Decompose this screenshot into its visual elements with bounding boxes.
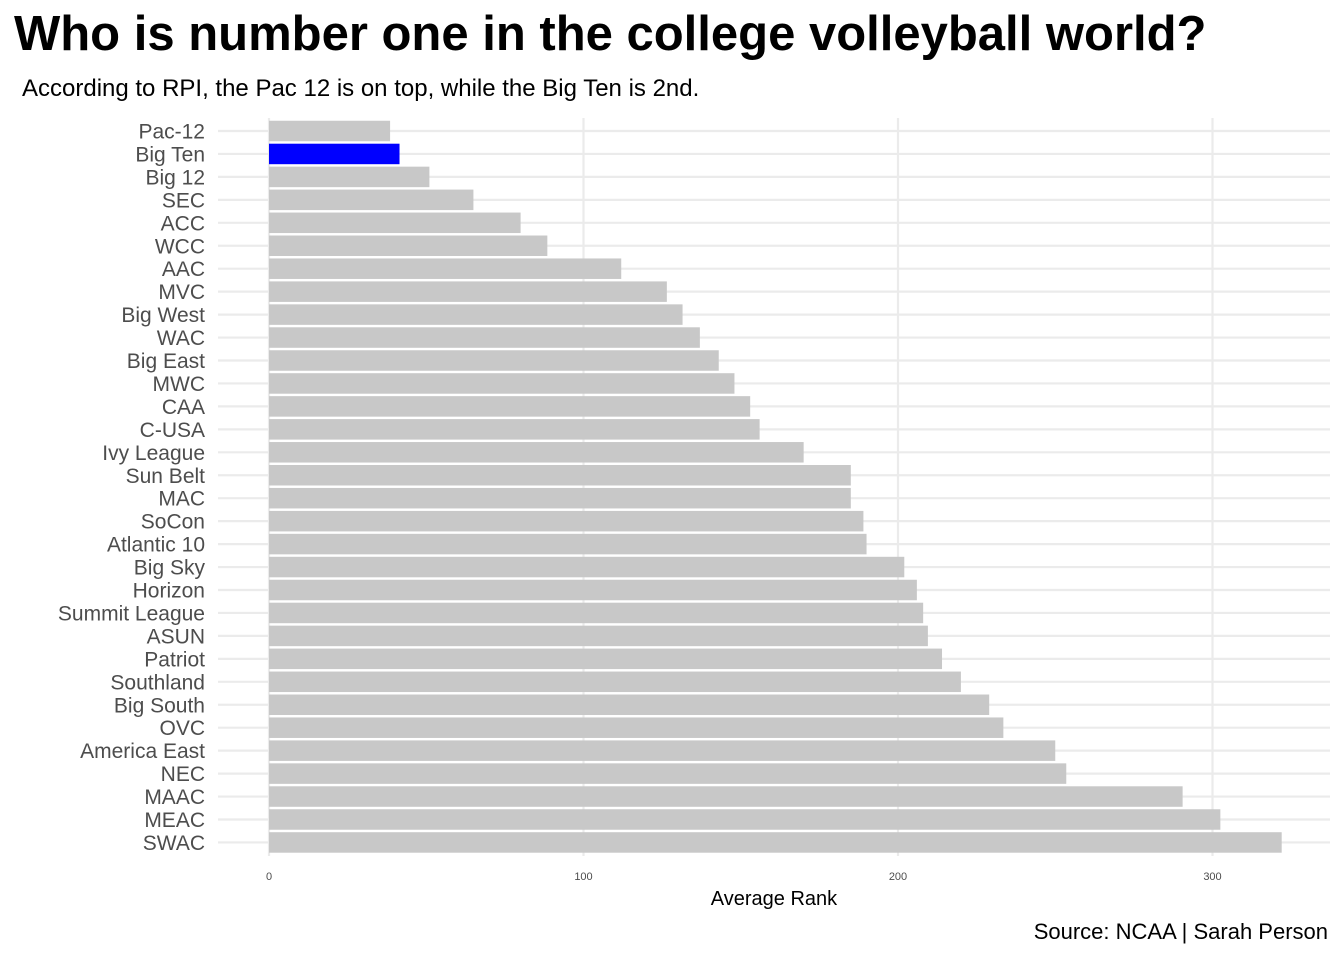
- category-label: CAA: [162, 396, 205, 419]
- category-label: Patriot: [144, 648, 205, 671]
- bar-big-south: [269, 694, 990, 715]
- category-label: MVC: [158, 281, 205, 304]
- bar-patriot: [269, 648, 943, 670]
- bar-aac: [269, 258, 622, 279]
- x-tick-label: 200: [889, 871, 907, 883]
- bars: [269, 120, 1282, 853]
- chart-title: Who is number one in the college volleyb…: [14, 7, 1207, 61]
- bar-caa: [269, 396, 751, 417]
- bar-acc: [269, 212, 521, 234]
- category-label: SWAC: [143, 832, 205, 855]
- category-label: Big South: [114, 694, 205, 717]
- category-label: Horizon: [133, 580, 205, 603]
- bar-socon: [269, 510, 864, 532]
- x-tick-label: 100: [574, 871, 592, 883]
- category-label: MAC: [158, 488, 205, 511]
- bar-sec: [269, 189, 474, 211]
- bar-sun-belt: [269, 465, 851, 486]
- bar-mwc: [269, 373, 735, 394]
- bar-horizon: [269, 579, 917, 601]
- x-axis-title: Average Rank: [711, 888, 838, 910]
- category-label: WCC: [155, 235, 205, 258]
- x-tick-label: 0: [266, 871, 272, 883]
- category-label: Big 12: [145, 166, 205, 189]
- bar-ivy-league: [269, 442, 804, 463]
- category-label: NEC: [161, 763, 205, 786]
- bar-mvc: [269, 281, 667, 302]
- bar-america-east: [269, 740, 1056, 761]
- bar-atlantic-10: [269, 533, 867, 555]
- bar-maac: [269, 786, 1183, 807]
- category-label: SoCon: [141, 511, 205, 534]
- category-label: Sun Belt: [126, 465, 206, 488]
- category-label: MAAC: [144, 786, 205, 809]
- bar-big-12: [269, 166, 430, 188]
- bar-nec: [269, 763, 1067, 784]
- category-label: America East: [80, 740, 205, 763]
- bar-big-sky: [269, 556, 905, 578]
- bar-c-usa: [269, 419, 760, 440]
- category-label: ACC: [161, 212, 205, 235]
- bar-summit-league: [269, 602, 924, 624]
- category-label: Ivy League: [102, 442, 205, 465]
- category-label: Southland: [110, 671, 205, 694]
- category-label: SEC: [162, 189, 205, 212]
- category-label: Pac-12: [138, 121, 205, 144]
- bar-big-west: [269, 304, 683, 325]
- bar-wcc: [269, 235, 548, 256]
- category-label: Big East: [127, 350, 205, 373]
- category-label: AAC: [162, 258, 205, 281]
- bar-pac-12: [269, 120, 391, 142]
- category-label: ASUN: [147, 625, 205, 648]
- bar-ovc: [269, 717, 1004, 738]
- source-caption: Source: NCAA | Sarah Person: [1033, 919, 1328, 944]
- x-axis-ticks: 0 100 200 300: [266, 871, 1222, 883]
- category-label: Big West: [121, 304, 205, 327]
- bar-wac: [269, 327, 700, 348]
- bar-swac: [269, 832, 1282, 853]
- x-tick-label: 300: [1203, 871, 1221, 883]
- category-label: MEAC: [144, 809, 205, 832]
- bar-southland: [269, 671, 961, 693]
- category-label: Summit League: [58, 602, 205, 625]
- category-label: Big Sky: [134, 557, 206, 580]
- bar-meac: [269, 809, 1221, 830]
- bar-big-east: [269, 350, 719, 371]
- bar-asun: [269, 625, 928, 647]
- chart-subtitle: According to RPI, the Pac 12 is on top, …: [22, 75, 700, 102]
- category-label: Atlantic 10: [107, 534, 205, 557]
- category-label: MWC: [153, 373, 205, 396]
- category-label: C-USA: [140, 419, 205, 442]
- bar-mac: [269, 487, 851, 509]
- category-label: Big Ten: [135, 143, 205, 166]
- bar-big-ten: [269, 143, 400, 165]
- category-label: OVC: [159, 717, 205, 740]
- category-label: WAC: [157, 327, 205, 350]
